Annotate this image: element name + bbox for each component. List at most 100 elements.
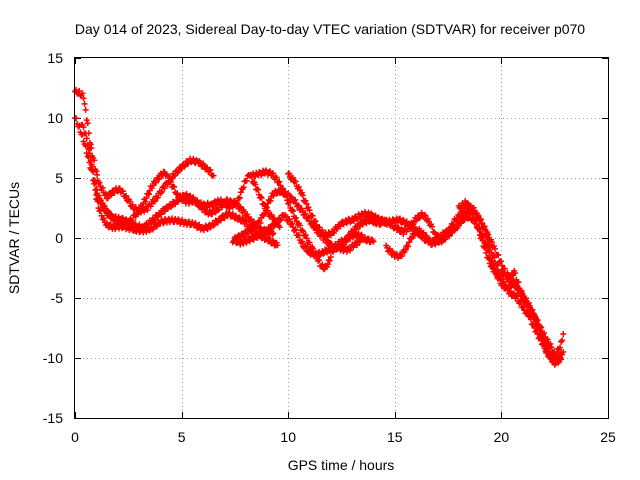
- data-point: [226, 209, 233, 216]
- data-point: [406, 239, 413, 246]
- y-tick-label: 0: [55, 230, 63, 246]
- x-tick-label: 20: [494, 429, 510, 445]
- data-point: [128, 223, 135, 230]
- data-point: [292, 226, 299, 233]
- data-point: [476, 231, 483, 238]
- data-point: [92, 180, 99, 187]
- data-point: [212, 201, 219, 208]
- data-point: [400, 231, 407, 238]
- data-point: [299, 238, 306, 245]
- data-point: [502, 271, 509, 278]
- data-point: [79, 90, 86, 97]
- data-point: [429, 223, 436, 230]
- data-point: [139, 203, 146, 210]
- data-point: [509, 271, 516, 278]
- data-point: [107, 192, 114, 199]
- data-point: [114, 217, 121, 224]
- data-point: [446, 233, 453, 240]
- data-point: [111, 214, 118, 221]
- data-point: [257, 233, 264, 240]
- data-point: [108, 211, 115, 218]
- data-point: [277, 182, 284, 189]
- data-point: [330, 229, 337, 236]
- data-point: [269, 170, 276, 177]
- data-point: [292, 196, 299, 203]
- data-point: [532, 314, 539, 321]
- data-point: [400, 217, 407, 224]
- data-point: [484, 232, 491, 239]
- data-point: [131, 224, 138, 231]
- data-point: [85, 154, 92, 161]
- data-point: [171, 183, 178, 190]
- series-track-k: [455, 198, 567, 366]
- data-point: [343, 248, 350, 255]
- data-point: [219, 204, 226, 211]
- data-point: [289, 220, 296, 227]
- data-point: [522, 295, 529, 302]
- data-point: [357, 237, 364, 244]
- data-point: [381, 220, 388, 227]
- data-point: [506, 279, 513, 286]
- data-point: [229, 210, 236, 217]
- data-point: [154, 223, 161, 230]
- data-point: [105, 208, 112, 215]
- data-point: [501, 265, 508, 272]
- data-point: [448, 229, 455, 236]
- data-point: [319, 261, 326, 268]
- data-point: [309, 212, 316, 219]
- data-point: [83, 117, 90, 124]
- data-point: [231, 235, 238, 242]
- data-point: [474, 212, 481, 219]
- data-point: [545, 348, 552, 355]
- data-point: [501, 270, 508, 277]
- data-point: [300, 228, 307, 235]
- data-point: [267, 197, 274, 204]
- data-point: [132, 213, 139, 220]
- data-point: [539, 337, 546, 344]
- data-point: [276, 178, 283, 185]
- data-point: [283, 213, 290, 220]
- data-point: [273, 174, 280, 181]
- data-point: [243, 177, 250, 184]
- data-point: [358, 231, 365, 238]
- data-point: [90, 168, 97, 175]
- data-point: [457, 205, 464, 212]
- data-point: [301, 242, 308, 249]
- data-point: [354, 242, 361, 249]
- data-point: [240, 233, 247, 240]
- data-point: [494, 261, 501, 268]
- series-track-h: [229, 211, 364, 260]
- data-point: [292, 178, 299, 185]
- data-point: [161, 185, 168, 192]
- data-point: [156, 176, 163, 183]
- data-point: [135, 209, 142, 216]
- data-points: [72, 86, 567, 368]
- data-point: [175, 198, 182, 205]
- data-point: [146, 191, 153, 198]
- data-point: [85, 146, 92, 153]
- data-point: [299, 227, 306, 234]
- data-point: [313, 253, 320, 260]
- series-track-j: [383, 211, 562, 363]
- data-point: [87, 157, 94, 164]
- data-point: [211, 221, 218, 228]
- data-point: [258, 195, 265, 202]
- data-point: [257, 193, 264, 200]
- data-point: [243, 218, 250, 225]
- x-tick-label: 5: [178, 429, 186, 445]
- data-point: [305, 204, 312, 211]
- data-point: [306, 207, 313, 214]
- data-point: [515, 279, 522, 286]
- data-point: [355, 230, 362, 237]
- data-point: [193, 198, 200, 205]
- data-point: [548, 353, 555, 360]
- data-point: [479, 237, 486, 244]
- data-point: [477, 216, 484, 223]
- data-point: [257, 219, 264, 226]
- data-point: [302, 232, 309, 239]
- data-point: [327, 253, 334, 260]
- data-point: [283, 192, 290, 199]
- data-point: [217, 196, 224, 203]
- y-tick-label: -15: [43, 410, 63, 426]
